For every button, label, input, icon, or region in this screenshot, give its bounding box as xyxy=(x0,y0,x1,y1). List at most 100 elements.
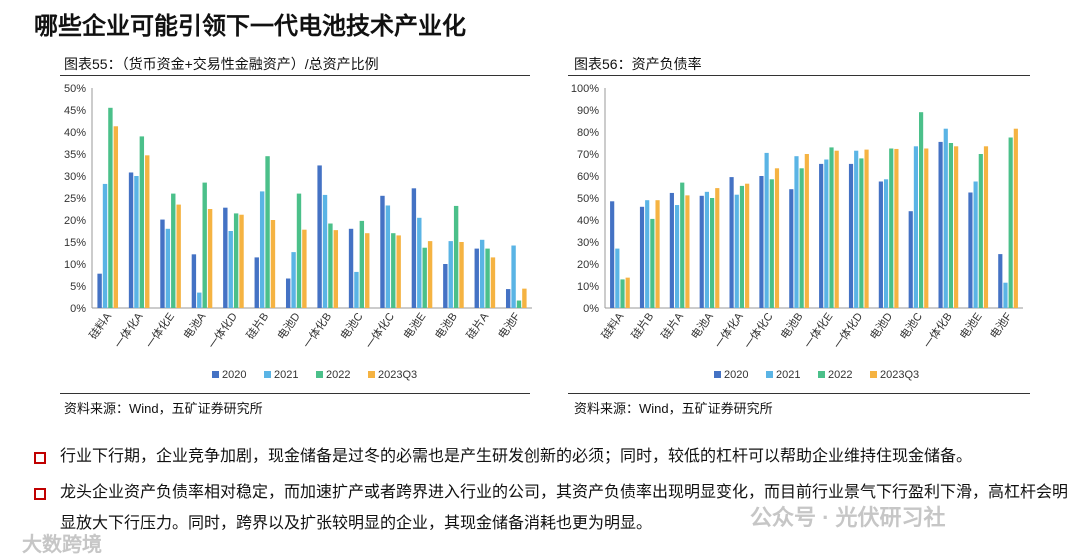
watermark-wechat: 公众号 · 光伏研习社 xyxy=(750,505,946,530)
bar-2021-电池F xyxy=(511,245,516,308)
x-tick-label: 电池F xyxy=(496,310,523,341)
y-tick-label: 45% xyxy=(64,105,86,117)
y-tick-label: 50% xyxy=(577,193,599,205)
bar-2020-硅片B xyxy=(254,257,259,308)
watermark-brand: 大数跨境 xyxy=(22,534,102,556)
x-tick-label: 硅片A xyxy=(464,310,492,342)
legend-swatch-2023Q3 xyxy=(368,371,375,378)
bar-2021-一体化B xyxy=(322,194,328,308)
bar-2023Q3-硅片A xyxy=(490,257,496,308)
bar-2022-电池F xyxy=(516,300,522,308)
bar-2021-电池B xyxy=(794,156,799,308)
bar-2022-一体化C xyxy=(769,179,774,308)
x-tick-label: 电池C xyxy=(338,310,366,342)
bar-2020-电池C xyxy=(908,211,913,308)
bar-2023Q3-一体化E xyxy=(176,204,181,308)
x-tick-label: 电池B xyxy=(778,310,805,341)
x-tick-label: 电池E xyxy=(401,310,428,341)
bar-2023Q3-电池C xyxy=(365,233,370,308)
legend-label-2023Q3: 2023Q3 xyxy=(880,369,919,381)
bar-2021-电池C xyxy=(354,271,359,308)
legend-label-2022: 2022 xyxy=(828,369,852,381)
bar-2023Q3-一体化B xyxy=(333,230,339,308)
legend-label-2022: 2022 xyxy=(326,369,350,381)
bar-2023Q3-电池B xyxy=(804,154,809,308)
y-tick-label: 40% xyxy=(64,127,86,139)
x-tick-label: 硅片B xyxy=(244,310,271,341)
bar-2020-电池E xyxy=(411,188,417,308)
bar-2023Q3-电池D xyxy=(302,229,307,308)
bar-2022-一体化A xyxy=(139,136,145,308)
bar-2023Q3-电池D xyxy=(894,148,899,308)
bar-2022-电池B xyxy=(453,205,459,308)
bar-2022-一体化E xyxy=(829,147,834,308)
right-bottom-rule xyxy=(568,393,1030,394)
bar-2021-电池A xyxy=(197,292,202,308)
bar-2020-硅片A xyxy=(474,248,479,308)
x-tick-label: 电池A xyxy=(688,310,716,342)
bar-2022-电池E xyxy=(978,154,983,308)
bar-2023Q3-电池C xyxy=(924,148,929,308)
x-tick-label: 一体化B xyxy=(920,310,955,351)
bar-2022-一体化B xyxy=(948,143,954,308)
x-tick-label: 硅料A xyxy=(598,309,627,342)
bar-2020-一体化E xyxy=(160,219,165,308)
bar-2020-硅料A xyxy=(97,273,102,308)
y-tick-label: 50% xyxy=(64,83,86,95)
bar-2023Q3-一体化A xyxy=(745,183,750,308)
bar-2022-硅料A xyxy=(620,279,625,308)
y-tick-label: 10% xyxy=(64,259,86,271)
y-tick-label: 70% xyxy=(577,149,599,161)
bar-2021-电池D xyxy=(291,252,296,308)
bar-2023Q3-电池F xyxy=(522,288,527,308)
bar-2021-硅片A xyxy=(674,205,680,308)
bar-2021-电池F xyxy=(1003,282,1008,308)
y-tick-label: 40% xyxy=(577,215,599,227)
bar-2023Q3-硅片B xyxy=(270,220,276,308)
y-tick-label: 35% xyxy=(64,149,86,161)
right-top-rule xyxy=(568,75,1030,76)
x-tick-label: 一体化A xyxy=(711,309,746,351)
legend-label-2020: 2020 xyxy=(724,369,748,381)
x-tick-label: 一体化B xyxy=(300,310,335,351)
bar-2021-一体化E xyxy=(824,159,829,308)
bar-2022-硅片A xyxy=(680,182,685,308)
left-source: 资料来源：Wind，五矿证券研究所 xyxy=(64,401,263,416)
bar-2020-电池B xyxy=(443,264,448,308)
page-title: 哪些企业可能引领下一代电池技术产业化 xyxy=(34,13,466,40)
bar-2020-一体化B xyxy=(317,165,322,308)
bar-2020-电池D xyxy=(878,181,883,308)
bar-2022-硅片B xyxy=(265,156,270,308)
bar-2021-硅片B xyxy=(259,191,265,308)
legend-swatch-2021 xyxy=(766,371,773,378)
legend-swatch-2022 xyxy=(316,371,323,378)
bar-2021-硅片B xyxy=(645,200,650,308)
bar-2022-硅料A xyxy=(108,107,113,308)
bullet-marker-2 xyxy=(34,488,46,500)
legend-swatch-2022 xyxy=(818,371,825,378)
bar-2023Q3-电池B xyxy=(459,242,464,308)
bar-2023Q3-硅料A xyxy=(113,126,119,308)
legend-swatch-2020 xyxy=(714,371,721,378)
bar-2020-电池B xyxy=(789,189,794,308)
bar-2023Q3-硅料A xyxy=(625,277,630,308)
bar-2022-电池D xyxy=(889,148,894,308)
bar-2021-一体化D xyxy=(228,231,233,308)
bar-2021-电池C xyxy=(913,146,918,308)
left-bottom-rule xyxy=(60,393,530,394)
bar-2020-电池F xyxy=(998,254,1003,308)
bar-2020-一体化E xyxy=(819,163,824,308)
legend-label-2021: 2021 xyxy=(776,369,800,381)
x-tick-label: 电池F xyxy=(987,310,1014,341)
bar-2021-一体化B xyxy=(943,128,948,308)
x-tick-label: 一体化C xyxy=(362,310,397,352)
x-tick-label: 电池B xyxy=(432,310,459,341)
bullet-text-1: 行业下行期，企业竞争加剧，现金储备是过冬的必需也是产生研发创新的必须；同时，较低… xyxy=(60,448,973,465)
bar-2021-一体化E xyxy=(165,228,171,308)
bar-2020-一体化C xyxy=(759,176,764,308)
x-tick-label: 一体化D xyxy=(830,310,865,352)
bar-2023Q3-一体化D xyxy=(239,214,244,308)
x-tick-label: 电池D xyxy=(275,310,303,342)
bullet-text-2: 龙头企业资产负债率相对稳定，而加速扩产或者跨界进入行业的公司，其资产负债率出现明… xyxy=(60,484,1069,532)
legend-swatch-2020 xyxy=(212,371,219,378)
